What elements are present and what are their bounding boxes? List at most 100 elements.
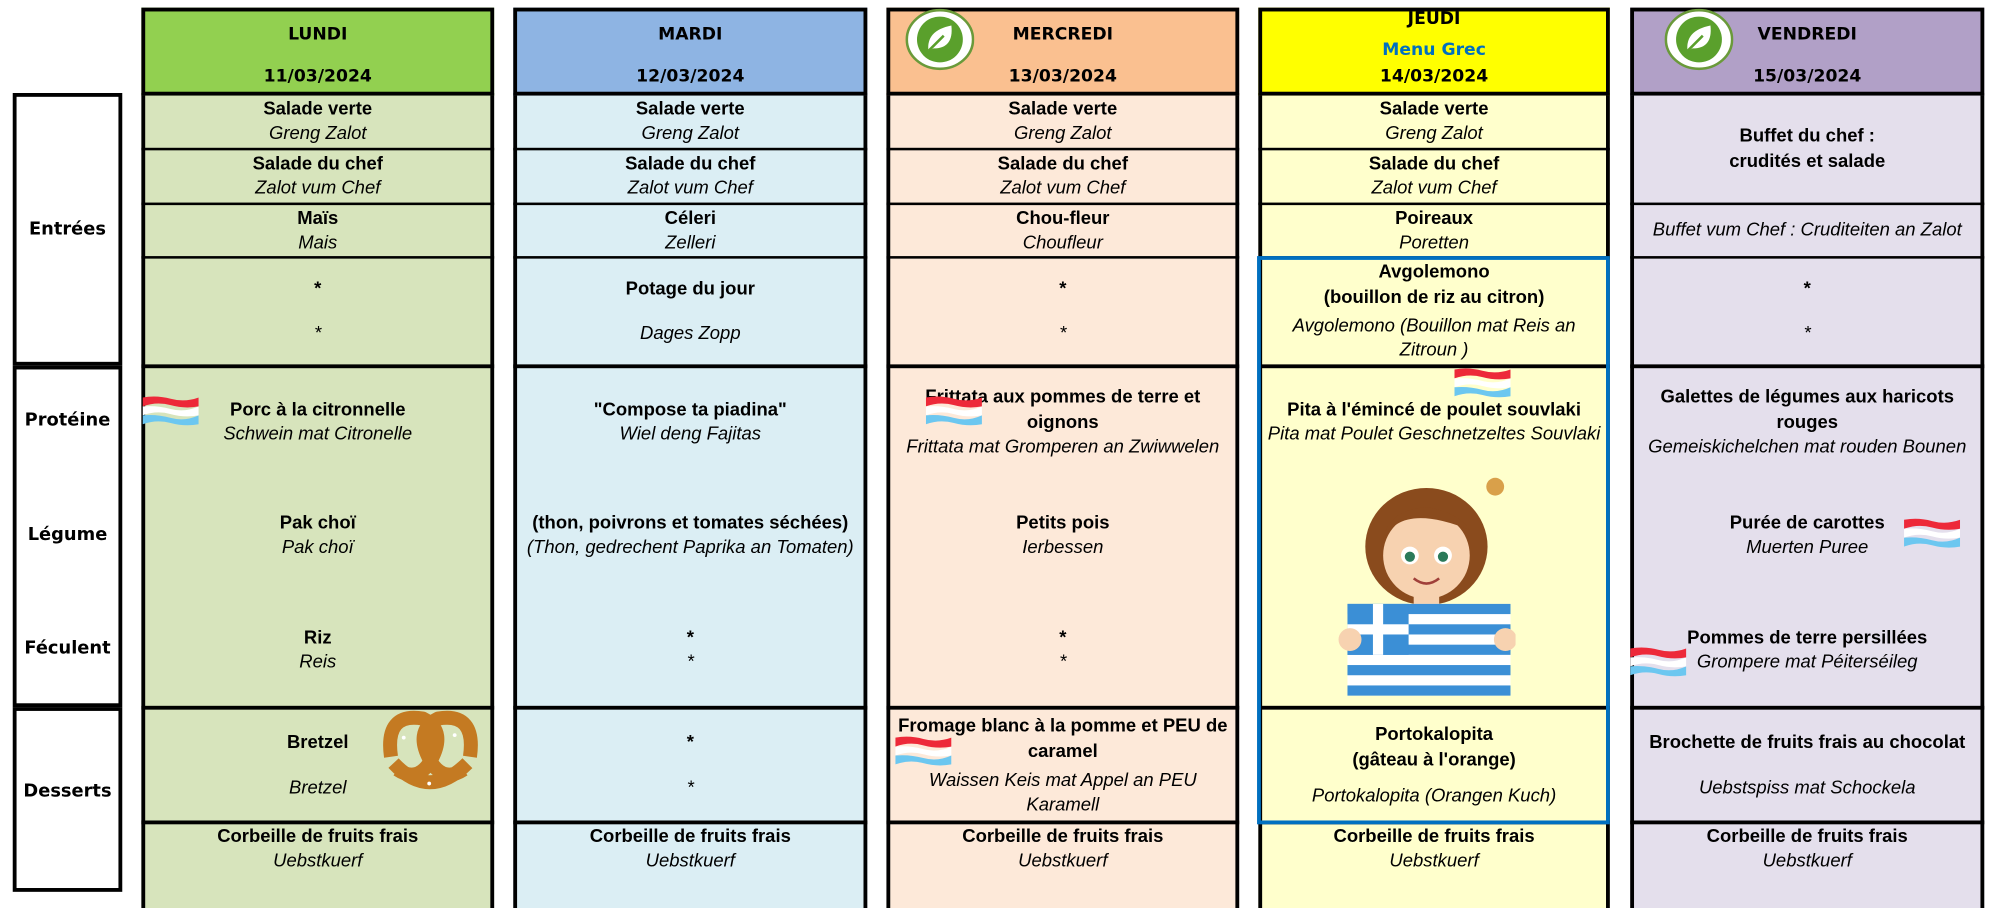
row-label-text: Protéine <box>24 410 111 431</box>
menu-cell: Pak choï Pak choï <box>145 479 490 592</box>
lux-flag <box>1904 518 1961 548</box>
dish-lu: Poretten <box>1399 232 1469 253</box>
menu-cell: Potage du jour Dages Zopp <box>517 257 863 365</box>
dish-lu: Zalot vum Chef <box>255 178 381 199</box>
highlight-border <box>1257 256 1610 825</box>
leaf-icon <box>1664 8 1734 71</box>
menu-cell: Avgolemono (bouillon de riz au citron) Av… <box>1262 257 1606 365</box>
dish-fr: Porc à la citronnelle <box>230 400 406 421</box>
dish-fr: Salade du chef <box>252 154 383 175</box>
dish-fr: * <box>314 279 322 300</box>
row-divider <box>513 363 868 368</box>
dish-fr: Corbeille de fruits frais <box>1706 826 1908 847</box>
dish-lu: Zalot vum Chef <box>1000 178 1126 199</box>
pretzel-image <box>383 710 478 790</box>
dish-fr: Riz <box>303 627 332 648</box>
row-divider <box>886 256 1240 259</box>
menu-cell: Porc à la citronnelle Schwein mat Citrone… <box>145 367 490 478</box>
dish-fr: Salade du chef <box>997 154 1128 175</box>
row-divider <box>141 363 495 368</box>
menu-cell: Corbeille de fruits frais Uebstkuerf <box>890 823 1235 874</box>
row-divider <box>1258 705 1610 710</box>
dish-lu: Mais <box>298 232 338 253</box>
row-label: Légume <box>13 522 123 547</box>
menu-cell: Salade verte Greng Zalot <box>890 94 1235 149</box>
row-divider <box>1630 256 1985 259</box>
header-text: MARDI <box>658 24 723 45</box>
dish-lu: Grompere mat Péiterséileg <box>1696 651 1918 673</box>
dish-lu: Avgolemono (Bouillon mat Reis an Zitroun… <box>1292 315 1576 361</box>
row-divider <box>513 819 868 824</box>
dish-lu: Waissen Keis mat Appel an PEU Karamell <box>928 770 1197 815</box>
menu-cell: Maïs Mais <box>145 204 490 258</box>
header-line: 12/03/2024 <box>513 64 867 89</box>
dish-fr: Poireaux <box>1395 208 1474 229</box>
header-text: 14/03/2024 <box>1379 66 1489 87</box>
row-label-text: Féculent <box>24 638 111 659</box>
menu-cell: Purée de carottes Muerten Puree <box>1634 479 1980 592</box>
dish-lu: Portokalopita (Orangen Kuch) <box>1311 786 1557 807</box>
dish-fr: "Compose ta piadina" <box>593 400 787 421</box>
row-divider <box>1258 363 1610 368</box>
header-text: Menu Grec <box>1382 39 1486 60</box>
dish-fr: Pak choï <box>279 513 356 534</box>
dish-fr: Corbeille de fruits frais <box>1333 826 1535 847</box>
row-divider <box>141 705 495 710</box>
dish-lu: Frittata mat Gromperen an Zwiwwelen <box>906 436 1220 458</box>
dish-fr: Purée de carottes <box>1729 513 1885 534</box>
header-text: 12/03/2024 <box>636 66 745 87</box>
dish-lu: Muerten Puree <box>1746 537 1869 559</box>
menu-cell: * * <box>517 710 863 822</box>
row-label-box <box>12 93 123 366</box>
dish-lu: Uebstkuerf <box>645 850 735 871</box>
dish-fr: Salade verte <box>1379 99 1489 120</box>
header-text: 11/03/2024 <box>263 66 372 87</box>
row-label: Protéine <box>13 408 123 433</box>
dish-fr: Salade du chef <box>1368 154 1500 175</box>
row-label: Desserts <box>13 778 123 803</box>
menu-cell: Chou-fleur Choufleur <box>890 204 1235 258</box>
dish-lu: Uebstkuerf <box>1018 850 1108 871</box>
lux-flag <box>925 396 982 426</box>
lux-flag <box>1630 647 1687 677</box>
row-label-box <box>12 365 123 708</box>
dish-fr: Maïs <box>297 208 339 229</box>
dish-fr: Bretzel <box>286 732 349 754</box>
dish-fr: Fromage blanc à la pomme et PEU de caram… <box>898 716 1228 763</box>
dish-lu: Schwein mat Citronelle <box>223 424 413 445</box>
menu-cell: Céleri Zelleri <box>517 204 863 258</box>
row-divider <box>1630 202 1985 206</box>
dish-fr: Avgolemono (bouillon de riz au citron) <box>1323 262 1545 309</box>
dish-lu: * <box>1059 323 1067 344</box>
dish-lu: Greng Zalot <box>641 123 740 144</box>
row-divider <box>141 256 495 259</box>
dish-lu: * <box>1803 323 1811 344</box>
row-label-text: Entrées <box>28 219 106 240</box>
menu-cell: Salade verte Greng Zalot <box>145 94 490 149</box>
day-body <box>1630 93 1985 908</box>
dish-lu: Choufleur <box>1022 232 1103 253</box>
header-text: 13/03/2024 <box>1008 66 1117 87</box>
menu-cell: Buffet vum Chef : Cruditeiten an Zalot <box>1634 204 1980 258</box>
dish-lu: Greng Zalot <box>1385 123 1483 144</box>
header-line: VENDREDI <box>1630 22 1984 47</box>
menu-cell: * * <box>517 594 863 706</box>
menu-cell: Pita à l'émincé de poulet souvlaki Pita m… <box>1262 367 1606 478</box>
dish-lu: Uebstspiss mat Schockela <box>1698 778 1916 799</box>
row-divider <box>141 202 495 206</box>
row-divider <box>1630 705 1985 710</box>
dish-fr: Salade verte <box>263 99 373 120</box>
leaf-icon <box>905 8 975 71</box>
dish-fr: * <box>686 732 694 754</box>
day-header <box>513 7 868 96</box>
dish-fr: Salade du chef <box>625 154 756 175</box>
dish-lu: * <box>1059 651 1067 673</box>
dish-fr: Corbeille de fruits frais <box>589 826 791 847</box>
menu-cell: Salade du chef Zalot vum Chef <box>1262 149 1606 204</box>
dish-fr: Portokalopita (gâteau à l'orange) <box>1352 724 1516 771</box>
dish-fr: Salade verte <box>635 99 745 120</box>
menu-cell: (thon, poivrons et tomates séchées) (Thon… <box>517 479 863 592</box>
menu-cell: * * <box>1634 257 1980 365</box>
menu-cell: Corbeille de fruits frais Uebstkuerf <box>1262 823 1606 874</box>
row-divider <box>886 705 1240 710</box>
